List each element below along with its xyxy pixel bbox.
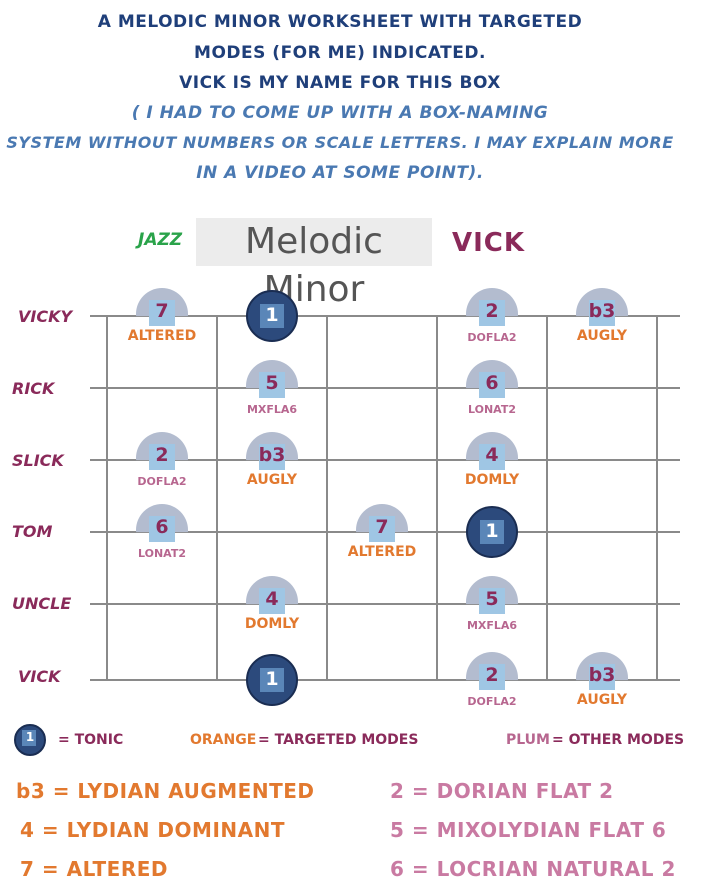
legend-row-dorian-flat-2: 2 = DORIAN FLAT 2 xyxy=(390,779,614,803)
marker-degree: 7 xyxy=(375,516,389,538)
header-line-6: IN A VIDEO AT SOME POINT). xyxy=(196,163,484,183)
marker-degree: 1 xyxy=(485,520,499,542)
legend-orange-meaning: = TARGETED MODES xyxy=(258,732,419,748)
string-label-vick: VICK xyxy=(18,667,61,686)
legend-plum-word: PLUM xyxy=(506,732,550,748)
marker-square xyxy=(479,664,505,690)
marker-degree: 5 xyxy=(265,372,279,394)
marker-mode-label: DOFLA2 xyxy=(467,331,517,344)
marker-degree: b3 xyxy=(588,664,616,686)
marker-square xyxy=(589,300,615,326)
box-name: VICK xyxy=(452,228,526,258)
fret-line xyxy=(656,316,658,680)
legend-plum-meaning: = OTHER MODES xyxy=(552,732,685,748)
string-line xyxy=(90,679,680,681)
marker-square xyxy=(479,372,505,398)
header-line-2: MODES (FOR ME) INDICATED. xyxy=(194,43,486,63)
marker-degree: 2 xyxy=(485,300,499,322)
marker-square xyxy=(149,444,175,470)
header-line-3: VICK IS MY NAME FOR THIS BOX xyxy=(179,73,501,93)
marker-mode-label: AUGLY xyxy=(576,328,628,344)
marker-square xyxy=(369,516,395,542)
header-line-4: ( I HAD TO COME UP WITH A BOX-NAMING xyxy=(131,103,549,123)
marker-mode-label: LONAT2 xyxy=(468,403,516,416)
marker-mode-label: AUGLY xyxy=(576,692,628,708)
string-line xyxy=(90,603,680,605)
legend-row-lydian-dominant: 4 = LYDIAN DOMINANT xyxy=(20,818,285,842)
marker-degree: 1 xyxy=(265,304,279,326)
tonic-marker-square xyxy=(260,668,284,692)
marker-degree: b3 xyxy=(588,300,616,322)
marker-mode-label: ALTERED xyxy=(347,544,417,560)
marker-square xyxy=(589,664,615,690)
jazz-label: JAZZ xyxy=(138,230,183,250)
fret-line xyxy=(216,316,218,680)
header-line-1: A MELODIC MINOR WORKSHEET WITH TARGETED xyxy=(97,12,583,32)
marker-degree: 7 xyxy=(155,300,169,322)
marker-mode-label: DOFLA2 xyxy=(467,695,517,708)
tonic-marker xyxy=(466,506,518,558)
legend-orange-word: ORANGE xyxy=(190,732,257,748)
tonic-marker-square xyxy=(260,304,284,328)
string-label-rick: RICK xyxy=(12,379,55,398)
marker-square xyxy=(479,300,505,326)
fret-line xyxy=(326,316,328,680)
string-line xyxy=(90,315,680,317)
marker-mode-label: DOMLY xyxy=(464,472,520,488)
legend-tonic-symbol: 1 xyxy=(25,730,35,744)
marker-degree: 5 xyxy=(485,588,499,610)
marker-mode-label: DOMLY xyxy=(244,616,300,632)
string-label-tom: TOM xyxy=(12,522,53,541)
marker-degree: 4 xyxy=(265,588,279,610)
marker-mode-label: AUGLY xyxy=(246,472,298,488)
marker-mode-label: DOFLA2 xyxy=(137,475,187,488)
marker-square xyxy=(149,300,175,326)
marker-square xyxy=(259,372,285,398)
legend-tonic-square xyxy=(22,730,36,746)
marker-square xyxy=(149,516,175,542)
title-block: JAZZ Melodic Minor VICK xyxy=(0,214,710,310)
tonic-marker xyxy=(246,654,298,706)
marker-degree: 6 xyxy=(155,516,169,538)
fret-line xyxy=(106,316,108,680)
string-line xyxy=(90,459,680,461)
marker-square xyxy=(259,588,285,614)
string-label-vicky: VICKY xyxy=(18,307,73,326)
legend-row-locrian-natural-2: 6 = LOCRIAN NATURAL 2 xyxy=(390,857,676,881)
marker-square xyxy=(259,444,285,470)
fret-line xyxy=(546,316,548,680)
marker-square xyxy=(479,588,505,614)
marker-mode-label: MXFLA6 xyxy=(466,619,518,632)
legend-row-lydian-augmented: b3 = LYDIAN AUGMENTED xyxy=(16,779,315,803)
marker-mode-label: MXFLA6 xyxy=(246,403,298,416)
header-line-5: SYSTEM WITHOUT NUMBERS OR SCALE LETTERS.… xyxy=(6,133,674,152)
legend-row-altered: 7 = ALTERED xyxy=(20,857,168,881)
marker-degree: 2 xyxy=(485,664,499,686)
fret-line xyxy=(436,316,438,680)
marker-square xyxy=(479,444,505,470)
string-label-slick: SLICK xyxy=(12,451,64,470)
tonic-marker-square xyxy=(480,520,504,544)
string-label-uncle: UNCLE xyxy=(12,594,72,613)
marker-degree: 4 xyxy=(485,444,499,466)
marker-mode-label: LONAT2 xyxy=(138,547,186,560)
marker-degree: b3 xyxy=(258,444,286,466)
legend-tonic-text: = TONIC xyxy=(58,732,124,748)
marker-degree: 2 xyxy=(155,444,169,466)
legend-row-mixolydian-flat-6: 5 = MIXOLYDIAN FLAT 6 xyxy=(390,818,667,842)
scale-title: Melodic Minor xyxy=(196,218,432,310)
string-line xyxy=(90,387,680,389)
marker-degree: 6 xyxy=(485,372,499,394)
marker-mode-label: ALTERED xyxy=(127,328,197,344)
marker-degree: 1 xyxy=(265,668,279,690)
